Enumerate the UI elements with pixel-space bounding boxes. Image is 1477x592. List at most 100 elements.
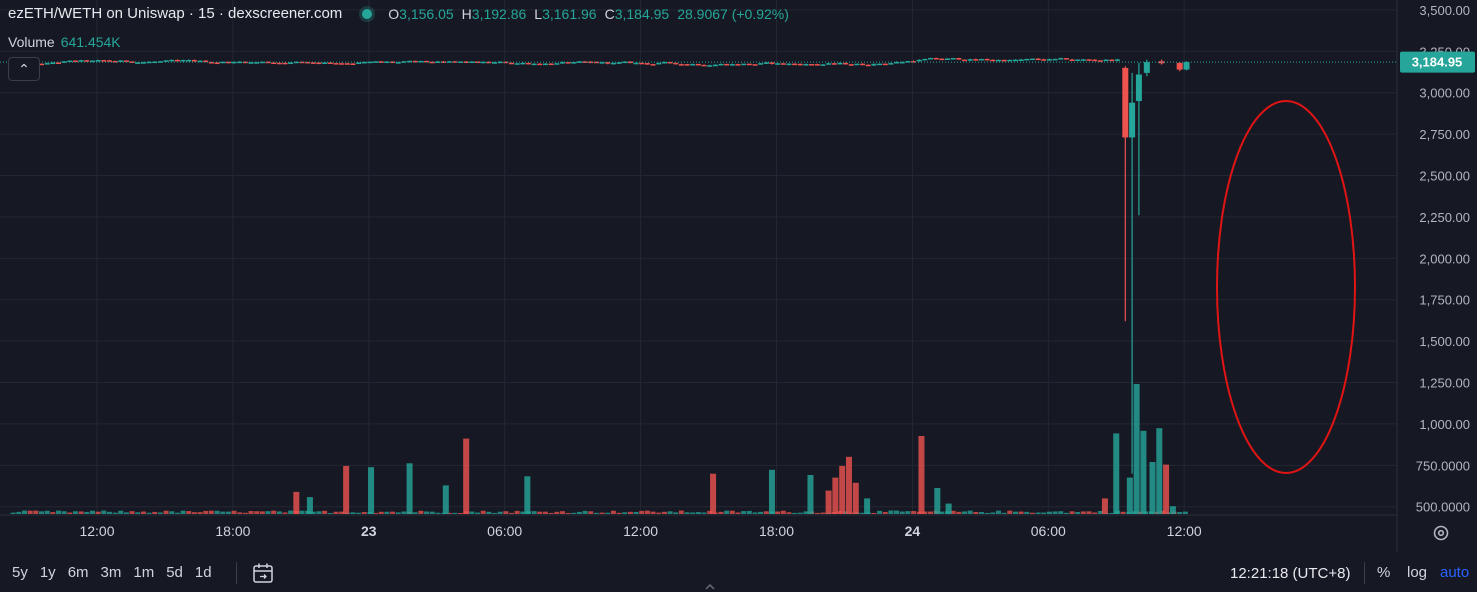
candle-body: [1075, 59, 1081, 62]
volume-bar: [894, 510, 900, 514]
candle-body: [593, 61, 599, 64]
candle-body: [933, 57, 939, 60]
time-tick-label: 12:00: [623, 523, 658, 539]
volume-bar: [1069, 511, 1075, 514]
candle-body: [486, 61, 492, 64]
range-1m-button[interactable]: 1m: [133, 564, 155, 581]
volume-bar: [978, 512, 984, 514]
time-tick-label: 12:00: [1167, 523, 1202, 539]
candle-body: [95, 60, 101, 62]
volume-spike-bar: [1113, 433, 1120, 514]
auto-scale-toggle[interactable]: auto: [1440, 564, 1470, 581]
volume-bar: [418, 510, 424, 514]
volume-bar: [106, 511, 112, 514]
volume-bar: [990, 512, 996, 514]
candle-body: [89, 60, 95, 63]
candle-body: [180, 60, 186, 62]
price-tick-label: 2,500.00: [1419, 169, 1470, 184]
volume-bar: [724, 510, 730, 514]
volume-bar: [373, 512, 379, 514]
volume-bar: [412, 512, 418, 514]
volume-spike-bar: [306, 497, 313, 514]
volume-bar: [259, 511, 265, 514]
candle-body: [322, 62, 328, 64]
candle-body: [1080, 59, 1086, 61]
range-5y-button[interactable]: 5y: [12, 564, 28, 581]
range-1d-button[interactable]: 1d: [194, 564, 212, 581]
volume-bar: [633, 511, 639, 514]
volume-bar: [203, 510, 209, 514]
candle-body: [724, 63, 730, 66]
settings-gear-icon[interactable]: [1432, 524, 1450, 542]
candle-body: [916, 59, 922, 62]
clock-timezone[interactable]: 12:21:18 (UTC+8): [1230, 565, 1351, 582]
candle-body: [1012, 59, 1018, 62]
volume-bar: [888, 510, 894, 514]
candle-body: [174, 59, 180, 62]
volume-bar: [174, 512, 180, 514]
candle-body: [673, 62, 679, 65]
candle-body: [276, 62, 282, 65]
volume-bar: [197, 512, 203, 514]
volume-bar: [322, 510, 328, 514]
volume-bar: [667, 511, 673, 514]
volume-bar: [531, 511, 537, 514]
volume-bar: [792, 512, 798, 514]
candle-body: [208, 62, 214, 64]
candle-body: [837, 62, 843, 65]
chevron-up-icon: ⌃: [18, 60, 30, 77]
candle-body: [1035, 58, 1041, 61]
price-tick-label: 2,750.00: [1419, 127, 1470, 142]
volume-bar: [695, 512, 701, 514]
candle-body: [735, 64, 741, 66]
volume-bar: [718, 511, 724, 514]
candle-body: [746, 63, 752, 66]
volume-bar: [576, 511, 582, 514]
volume-bar: [973, 511, 979, 514]
range-1y-button[interactable]: 1y: [39, 564, 56, 581]
volume-bar: [469, 511, 475, 514]
volume-bar: [701, 512, 707, 514]
volume-bar: [395, 512, 401, 514]
log-scale-toggle[interactable]: log: [1407, 564, 1428, 581]
volume-spike-bar: [1163, 464, 1170, 514]
volume-bar: [961, 511, 967, 514]
scroll-up-arrow-icon[interactable]: [704, 581, 716, 591]
range-6m-button[interactable]: 6m: [67, 564, 89, 581]
volume-bar: [16, 511, 22, 514]
calendar-goto-icon[interactable]: [251, 561, 275, 585]
range-3m-button[interactable]: 3m: [100, 564, 122, 581]
candle-body: [310, 62, 316, 64]
volume-bar: [786, 512, 792, 514]
volume-bar: [333, 511, 339, 514]
candle-body: [695, 63, 701, 66]
volume-bar: [797, 512, 803, 514]
candle-body: [939, 58, 945, 61]
collapse-legend-button[interactable]: ⌃: [8, 57, 40, 81]
candle-body: [163, 60, 169, 62]
volume-label: Volume: [8, 34, 55, 50]
volume-spike-bar: [524, 476, 531, 514]
percent-scale-toggle[interactable]: %: [1377, 564, 1391, 581]
candle-body: [299, 61, 305, 64]
price-tick-label: 500.0000: [1416, 500, 1470, 515]
ohlc-values: O3,156.05 H3,192.86 L3,161.96 C3,184.95 …: [388, 5, 789, 22]
candle-body: [888, 63, 894, 65]
candle-body: [599, 62, 605, 64]
candle-body: [106, 60, 112, 62]
volume-bar: [775, 511, 781, 514]
volume-bar: [610, 510, 616, 514]
candle-body: [356, 62, 362, 64]
crash-candle-body: [1135, 74, 1142, 102]
candle-body: [616, 62, 622, 64]
candle-body: [639, 62, 645, 65]
time-tick-label: 23: [361, 523, 377, 539]
candle-body: [191, 59, 197, 62]
candle-body: [197, 60, 203, 63]
candle-body: [588, 61, 594, 64]
candle-body: [661, 62, 667, 64]
volume-bar: [763, 511, 769, 514]
candle-body: [44, 63, 50, 65]
range-5d-button[interactable]: 5d: [166, 564, 183, 581]
